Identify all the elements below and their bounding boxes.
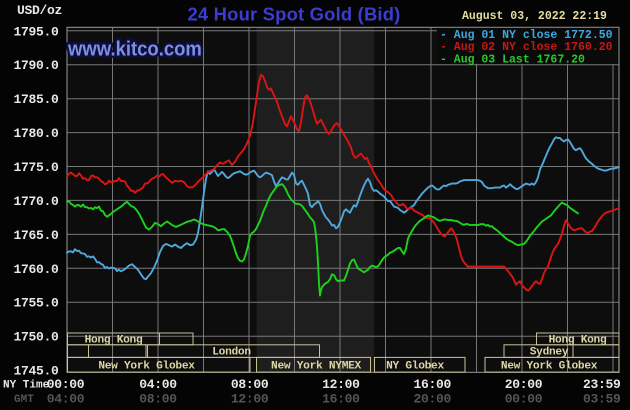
svg-text:08:00: 08:00 <box>139 392 177 407</box>
svg-text:NY Globex: NY Globex <box>386 360 444 372</box>
svg-text:NY Time: NY Time <box>3 380 50 392</box>
svg-text:Hong Kong: Hong Kong <box>549 335 607 347</box>
svg-text:00:00: 00:00 <box>505 392 543 407</box>
svg-text:12:00: 12:00 <box>322 377 360 392</box>
svg-text:August 03, 2022 22:19: August 03, 2022 22:19 <box>462 10 607 23</box>
svg-text:USD/oz: USD/oz <box>17 3 62 18</box>
svg-text:Sydney: Sydney <box>530 347 569 359</box>
svg-text:1780.0: 1780.0 <box>13 126 59 141</box>
svg-text:00:00: 00:00 <box>47 377 85 392</box>
svg-text:1745.0: 1745.0 <box>13 364 59 379</box>
svg-text:www.kitco.com: www.kitco.com <box>67 38 202 61</box>
svg-text:23:59: 23:59 <box>583 377 621 392</box>
svg-text:1765.0: 1765.0 <box>13 228 59 243</box>
svg-text:12:00: 12:00 <box>231 392 269 407</box>
svg-text:1785.0: 1785.0 <box>13 92 59 107</box>
svg-text:04:00: 04:00 <box>139 377 177 392</box>
svg-text:New York Globex: New York Globex <box>98 360 195 372</box>
svg-text:- Aug 01 NY close 1772.50: - Aug 01 NY close 1772.50 <box>440 29 613 42</box>
svg-text:1770.0: 1770.0 <box>13 194 59 209</box>
svg-text:08:00: 08:00 <box>231 377 269 392</box>
svg-text:- Aug 03 Last 1767.20: - Aug 03 Last 1767.20 <box>440 53 585 66</box>
svg-text:New York Globex: New York Globex <box>501 360 598 372</box>
svg-text:04:00: 04:00 <box>47 392 85 407</box>
svg-text:16:00: 16:00 <box>322 392 360 407</box>
svg-text:GMT: GMT <box>14 394 34 406</box>
svg-text:London: London <box>212 347 251 359</box>
svg-text:1755.0: 1755.0 <box>13 296 59 311</box>
svg-text:www.kitco.com: www.kitco.com <box>67 38 202 61</box>
svg-text:1795.0: 1795.0 <box>13 24 59 39</box>
svg-text:1775.0: 1775.0 <box>13 160 59 175</box>
svg-text:New York NYMEX: New York NYMEX <box>271 360 362 372</box>
svg-text:1750.0: 1750.0 <box>13 330 59 345</box>
svg-text:Hong Kong: Hong Kong <box>85 335 143 347</box>
svg-text:16:00: 16:00 <box>413 377 451 392</box>
svg-text:20:00: 20:00 <box>413 392 451 407</box>
svg-text:- Aug 02 NY close 1760.20: - Aug 02 NY close 1760.20 <box>440 41 613 54</box>
svg-text:20:00: 20:00 <box>505 377 543 392</box>
svg-text:03:59: 03:59 <box>583 392 621 407</box>
svg-text:1790.0: 1790.0 <box>13 58 59 73</box>
svg-text:1760.0: 1760.0 <box>13 262 59 277</box>
svg-text:24 Hour Spot Gold (Bid): 24 Hour Spot Gold (Bid) <box>187 4 400 25</box>
